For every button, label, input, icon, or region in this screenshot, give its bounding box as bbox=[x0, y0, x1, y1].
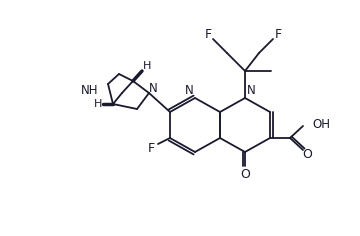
Text: F: F bbox=[204, 28, 212, 41]
Text: N: N bbox=[185, 84, 193, 97]
Text: O: O bbox=[302, 148, 312, 160]
Text: N: N bbox=[247, 84, 255, 97]
Text: O: O bbox=[240, 168, 250, 181]
Text: F: F bbox=[148, 142, 154, 155]
Text: OH: OH bbox=[312, 118, 330, 131]
Text: F: F bbox=[274, 28, 282, 41]
Text: N: N bbox=[149, 81, 157, 94]
Text: H: H bbox=[143, 61, 151, 71]
Text: H: H bbox=[94, 99, 102, 109]
Text: NH: NH bbox=[81, 84, 98, 97]
